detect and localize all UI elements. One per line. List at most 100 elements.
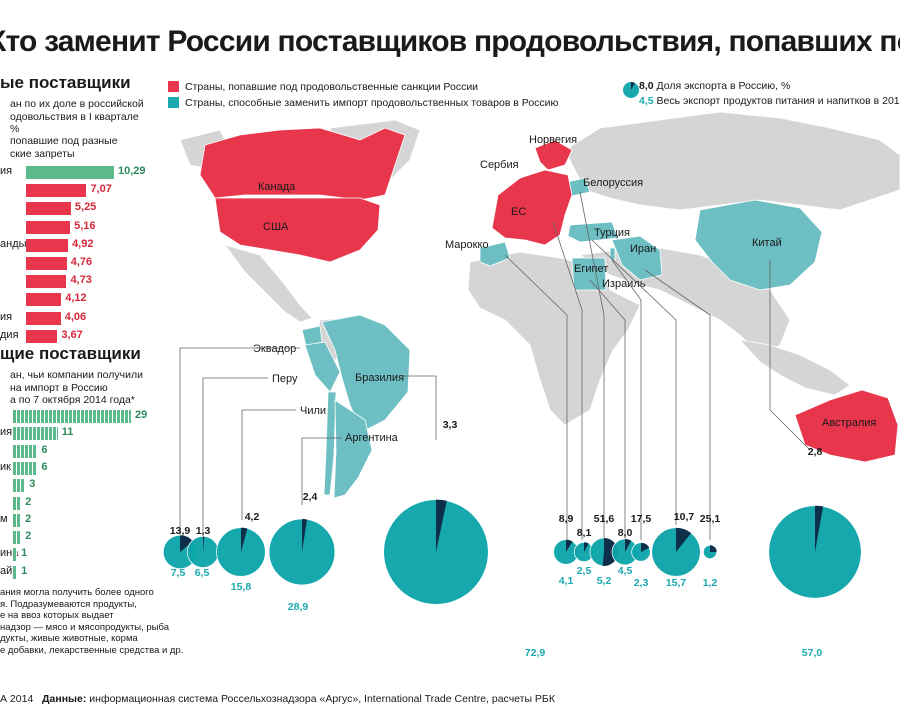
- leader-serbia: [552, 221, 583, 540]
- footer-text: информационная система Россельхознадзора…: [89, 693, 555, 705]
- top-bar-value: 3,67: [61, 328, 83, 341]
- norway-shape: [534, 139, 573, 171]
- chile-shape: [323, 391, 337, 496]
- russia-share-slice: [302, 519, 307, 552]
- leader-chile: [241, 409, 296, 520]
- new-bar-value: 1: [21, 547, 28, 560]
- share-label: 1,3: [196, 525, 211, 537]
- total-label: 72,9: [525, 647, 546, 659]
- brazil-shape: [321, 314, 411, 433]
- new-bar: [13, 513, 22, 527]
- new-bar: [13, 461, 38, 475]
- usa-shape: [214, 197, 381, 263]
- total-label: 7,5: [171, 567, 186, 579]
- legend-sanctioned: Страны, попавшие под продовольственные с…: [168, 81, 478, 93]
- top-bar-value: 5,16: [74, 219, 96, 232]
- top-bar-label: анды: [0, 237, 27, 250]
- footer-prefix: А 2014: [0, 693, 34, 705]
- new-bar: [13, 565, 18, 579]
- share-label: 8,1: [577, 527, 592, 539]
- legend-total-value: 4,5: [639, 95, 654, 107]
- russia-shape: [564, 111, 900, 211]
- new-bar-label: м: [0, 512, 8, 525]
- sanctioned-layer: [199, 127, 899, 463]
- top-bar-label: дия: [0, 328, 19, 341]
- russia-share-slice: [241, 527, 248, 552]
- ecuador-shape: [301, 325, 323, 347]
- legend-share: 8,0 Доля экспорта в Россию, %: [639, 80, 790, 92]
- new-bar-value: 3: [29, 478, 36, 491]
- new-bar-value: 2: [25, 512, 32, 525]
- new-bar-value: 29: [135, 409, 148, 421]
- top-bar-label: ия: [0, 165, 13, 177]
- top-bar: [26, 311, 61, 325]
- russia-share-slice: [710, 545, 717, 553]
- map-label-iran: Иран: [630, 243, 656, 255]
- new-bar-row: 6: [0, 443, 160, 460]
- total-label: 28,9: [288, 601, 309, 613]
- top-bar-row: 7,07: [0, 182, 160, 199]
- map-label-belarus: Белоруссия: [583, 177, 643, 189]
- share-label: 2,4: [303, 491, 318, 503]
- top-bar-row: 5,25: [0, 200, 160, 217]
- total-label: 57,0: [802, 647, 823, 659]
- new-bar: [13, 410, 131, 423]
- central-america-shape: [223, 244, 313, 323]
- russia-share-slice: [676, 527, 692, 552]
- total-label: 2,3: [634, 577, 649, 589]
- total-label: 2,5: [577, 565, 592, 577]
- leader-peru: [202, 377, 268, 538]
- legend-pie-icon: [623, 82, 639, 98]
- russia-share-slice: [566, 539, 573, 552]
- top-bar-row: 5,16: [0, 219, 160, 236]
- top-bar-label: ия: [0, 310, 13, 323]
- new-bar: [13, 496, 22, 510]
- top-bar-value: 7,07: [90, 183, 112, 196]
- map-label-usa: США: [263, 221, 289, 233]
- map-label-peru: Перу: [272, 373, 298, 385]
- top-bar: [26, 238, 69, 252]
- map-label-argentina: Аргентина: [345, 432, 399, 444]
- china-shape: [694, 199, 823, 291]
- new-bar-value: 6: [41, 443, 48, 456]
- new-bar-row: 3: [0, 477, 160, 494]
- new-bar: [13, 548, 18, 562]
- new-bar-label: ия: [0, 426, 13, 439]
- new-bar: [13, 531, 22, 545]
- total-label: 6,5: [195, 567, 210, 579]
- footer: А 2014 Данные: информационная система Ро…: [0, 693, 555, 705]
- top-bar-value: 10,29: [118, 165, 146, 177]
- note-line: %: [10, 123, 20, 135]
- share-label: 51,6: [594, 513, 615, 525]
- share-label: 8,0: [618, 527, 633, 539]
- share-label: 13,9: [170, 525, 191, 537]
- top-bar-row: 4,12: [0, 291, 160, 308]
- note-line: ания могла получить более одного: [0, 587, 154, 598]
- iran-shape: [611, 235, 663, 281]
- share-label: 17,5: [631, 513, 652, 525]
- australia-shape: [794, 389, 899, 463]
- share-label: 25,1: [700, 513, 721, 525]
- top-bar-value: 4,73: [70, 274, 92, 287]
- footnote: ания могла получить более одного я. Подра…: [0, 587, 183, 656]
- circle-layer: 13,9 7,5 1,3 6,5 4,2 15,8 2,4 28,9 3,3 72,9 8,9 4,1…: [162, 419, 862, 659]
- new-bar-value: 2: [25, 495, 32, 508]
- total-label: 1,2: [703, 577, 718, 589]
- new-bar: [13, 479, 26, 493]
- note-line: ан, чьи компании получили: [10, 369, 143, 381]
- map-label-ecuador: Эквадор: [253, 343, 296, 355]
- peru-shape: [304, 341, 341, 393]
- russia-share-slice: [436, 499, 447, 552]
- note-line: а по 7 октября 2014 года*: [10, 394, 135, 406]
- new-bar-label: ик: [0, 460, 11, 473]
- map-label-china: Китай: [752, 237, 782, 249]
- new-bar: [13, 444, 38, 458]
- leader-egypt: [589, 279, 626, 540]
- map-label-chile: Чили: [300, 405, 326, 417]
- new-bar-value: 2: [25, 530, 32, 543]
- note-line: надзор — мясо и мясопродукты, рыба: [0, 621, 170, 633]
- map-label-brazil: Бразилия: [355, 372, 404, 384]
- new-bar-value: 6: [41, 460, 48, 473]
